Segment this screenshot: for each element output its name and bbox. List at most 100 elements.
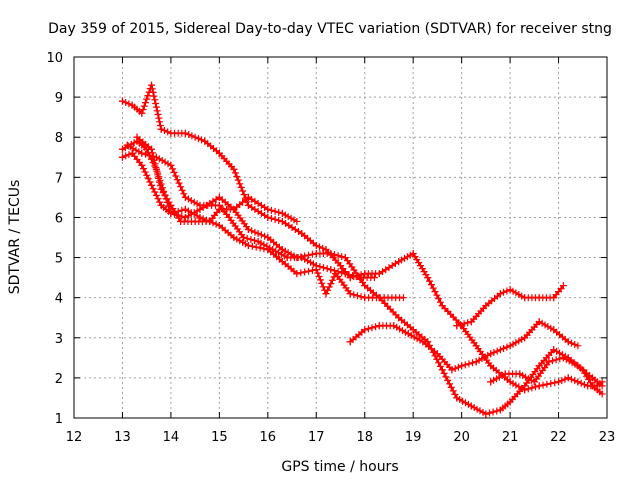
data-point [215,221,223,229]
y-tick-label: 4 [55,292,63,307]
y-tick-label: 9 [55,91,63,106]
y-tick-label: 2 [55,372,63,387]
data-point [487,350,495,358]
data-point [453,394,461,402]
data-point [564,338,572,346]
data-point [157,185,165,193]
data-point [545,358,553,366]
data-series-group [118,81,606,418]
series-track-8 [487,354,606,390]
data-point [555,378,563,386]
data-point [181,205,189,213]
data-point [424,274,432,282]
data-point [453,322,461,330]
y-tick-label: 3 [55,332,63,347]
data-point [467,318,475,326]
data-point [341,254,349,262]
data-point [482,410,490,418]
data-point [230,205,238,213]
data-point [148,81,156,89]
data-point [269,246,277,254]
data-point [375,322,383,330]
data-point [177,217,185,225]
data-point [419,338,427,346]
data-point [550,294,558,302]
data-point [215,193,223,201]
data-point [264,213,272,221]
data-point [230,165,238,173]
data-point [138,149,146,157]
y-axis-title: SDTVAR / TECUs [7,180,23,295]
data-point [148,181,156,189]
x-axis-title: GPS time / hours [281,459,398,475]
data-point [438,366,446,374]
data-point [264,205,272,213]
data-point [458,362,466,370]
x-tick-label: 13 [114,430,131,445]
series-track-7 [453,282,567,330]
data-point [225,213,233,221]
data-point [487,362,495,370]
data-point [181,129,189,137]
data-point [438,302,446,310]
x-tick-label: 14 [163,430,180,445]
data-point [157,201,165,209]
data-point [409,250,417,258]
data-point [167,161,175,169]
data-point [278,217,286,225]
data-point [312,242,320,250]
data-point [278,258,286,266]
data-point [506,342,514,350]
x-tick-label: 12 [66,430,83,445]
data-point [521,382,529,390]
data-point [598,390,606,398]
data-point [118,145,126,153]
x-tick-label: 15 [211,430,228,445]
y-tick-label: 7 [55,171,63,186]
data-point [448,366,456,374]
data-point [346,290,354,298]
data-point [375,270,383,278]
x-tick-label: 22 [550,430,567,445]
data-point [138,161,146,169]
data-point [244,201,252,209]
data-point [196,201,204,209]
series-line [122,84,603,391]
series-markers [453,285,565,330]
x-tick-label: 23 [599,430,616,445]
data-point [138,109,146,117]
y-tick-label: 10 [46,51,63,66]
data-point [244,225,252,233]
data-point [370,274,378,282]
data-point [574,362,582,370]
data-point [550,346,558,354]
data-point [283,254,291,262]
series-track-4 [123,141,378,282]
data-point [123,141,131,149]
plot-frame [73,56,608,419]
data-point [588,382,596,390]
series-markers [119,81,604,394]
data-point [128,101,136,109]
data-point [148,145,156,153]
data-point [361,282,369,290]
x-tick-label: 16 [260,430,277,445]
data-point [293,270,301,278]
x-tick-label: 21 [502,430,519,445]
data-point [598,382,606,390]
data-point [361,326,369,334]
data-point [118,97,126,105]
data-point [206,217,214,225]
data-point [133,133,141,141]
data-point [230,234,238,241]
data-point [215,149,223,157]
series-track-1 [118,81,606,394]
data-point [181,213,189,221]
data-point [399,294,407,302]
x-tick-label: 17 [308,430,325,445]
data-point [472,358,480,366]
data-point [278,246,286,254]
y-tick-label: 5 [55,252,63,267]
series-track-5 [133,133,301,225]
